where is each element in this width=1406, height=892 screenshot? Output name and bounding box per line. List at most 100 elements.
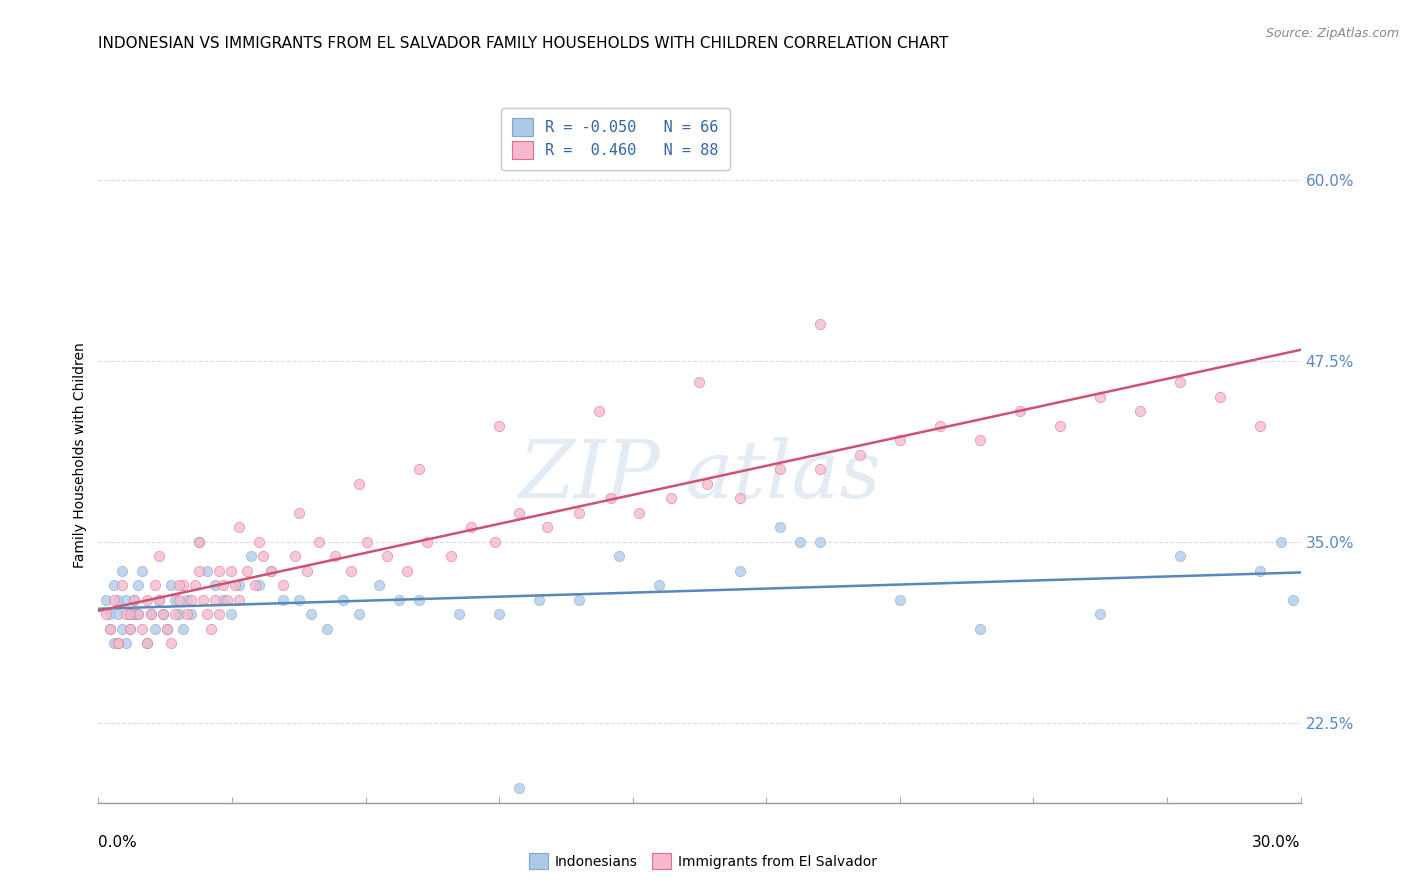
Point: [1281, 592, 1303, 607]
Point: [152, 607, 174, 622]
Point: [529, 592, 551, 607]
Point: [395, 564, 418, 578]
Point: [768, 520, 790, 534]
Point: [228, 520, 250, 534]
Point: [768, 462, 790, 476]
Point: [299, 607, 322, 622]
Point: [969, 622, 991, 636]
Point: [107, 636, 129, 650]
Text: 0.0%: 0.0%: [98, 836, 138, 850]
Text: 30.0%: 30.0%: [1253, 836, 1301, 850]
Point: [484, 534, 506, 549]
Point: [929, 419, 952, 434]
Point: [1209, 390, 1232, 404]
Point: [200, 622, 222, 636]
Point: [648, 578, 671, 592]
Point: [135, 636, 157, 650]
Point: [187, 534, 209, 549]
Point: [111, 564, 134, 578]
Point: [124, 592, 146, 607]
Point: [176, 592, 198, 607]
Point: [111, 622, 134, 636]
Point: [243, 578, 266, 592]
Point: [103, 592, 125, 607]
Point: [163, 607, 186, 622]
Point: [368, 578, 391, 592]
Point: [315, 622, 337, 636]
Point: [247, 534, 270, 549]
Point: [508, 781, 530, 796]
Point: [187, 564, 209, 578]
Point: [96, 607, 118, 622]
Point: [239, 549, 262, 564]
Point: [115, 636, 138, 650]
Point: [111, 578, 134, 592]
Point: [228, 592, 250, 607]
Point: [180, 592, 202, 607]
Point: [287, 592, 309, 607]
Point: [347, 607, 370, 622]
Point: [1088, 607, 1111, 622]
Point: [107, 607, 129, 622]
Point: [100, 622, 122, 636]
Point: [332, 592, 354, 607]
Point: [143, 578, 166, 592]
Point: [96, 592, 118, 607]
Point: [167, 578, 190, 592]
Point: [247, 578, 270, 592]
Point: [308, 534, 330, 549]
Point: [195, 607, 218, 622]
Point: [167, 592, 190, 607]
Point: [661, 491, 683, 506]
Point: [356, 534, 378, 549]
Legend: R = -0.050   N = 66, R =  0.460   N = 88: R = -0.050 N = 66, R = 0.460 N = 88: [501, 108, 730, 169]
Point: [1170, 376, 1192, 390]
Point: [287, 506, 309, 520]
Point: [688, 376, 710, 390]
Point: [447, 607, 470, 622]
Point: [808, 462, 831, 476]
Point: [139, 607, 162, 622]
Point: [120, 622, 142, 636]
Point: [176, 607, 198, 622]
Point: [568, 506, 591, 520]
Y-axis label: Family Households with Children: Family Households with Children: [73, 342, 87, 568]
Point: [120, 607, 142, 622]
Point: [1250, 564, 1272, 578]
Point: [131, 564, 153, 578]
Point: [204, 578, 226, 592]
Point: [215, 592, 238, 607]
Point: [224, 578, 246, 592]
Point: [1250, 419, 1272, 434]
Point: [172, 622, 194, 636]
Point: [340, 564, 363, 578]
Text: INDONESIAN VS IMMIGRANTS FROM EL SALVADOR FAMILY HOUSEHOLDS WITH CHILDREN CORREL: INDONESIAN VS IMMIGRANTS FROM EL SALVADO…: [98, 36, 949, 51]
Point: [260, 564, 283, 578]
Point: [271, 578, 294, 592]
Point: [728, 564, 751, 578]
Point: [159, 578, 181, 592]
Point: [208, 564, 231, 578]
Point: [260, 564, 283, 578]
Point: [167, 607, 190, 622]
Point: [588, 404, 610, 418]
Point: [889, 592, 911, 607]
Point: [252, 549, 274, 564]
Point: [219, 607, 242, 622]
Point: [219, 564, 242, 578]
Point: [488, 607, 510, 622]
Point: [148, 549, 170, 564]
Point: [508, 506, 530, 520]
Point: [416, 534, 439, 549]
Point: [148, 592, 170, 607]
Point: [191, 592, 214, 607]
Point: [211, 592, 233, 607]
Text: ZIP atlas: ZIP atlas: [517, 437, 882, 515]
Point: [124, 592, 146, 607]
Legend: Indonesians, Immigrants from El Salvador: Indonesians, Immigrants from El Salvador: [522, 847, 884, 876]
Point: [1129, 404, 1152, 418]
Point: [172, 578, 194, 592]
Point: [131, 622, 153, 636]
Point: [728, 491, 751, 506]
Point: [295, 564, 318, 578]
